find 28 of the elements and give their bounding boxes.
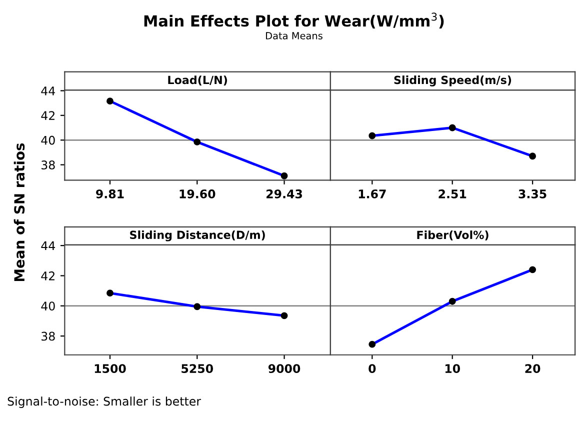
x-tick-label: 20	[525, 364, 540, 374]
chart-title: Sliding Speed(m/s)	[394, 76, 512, 86]
y-tick-label: 38	[42, 332, 55, 341]
x-tick-label: 5250	[182, 364, 213, 374]
x-tick-label: 9.81	[96, 189, 124, 198]
y-tick-label: 40	[41, 302, 55, 311]
x-tick-label: 9000	[268, 364, 300, 374]
y-tick-label: 42	[41, 271, 54, 280]
chart-title: Sliding Distance(D/m)	[130, 230, 265, 242]
x-tick-label: 0	[368, 364, 376, 374]
x-tick-label: 10	[445, 364, 460, 374]
y-tick-label: 38	[42, 160, 55, 170]
chart-title: Load(L/N)	[168, 76, 227, 86]
text: Main Effects Plot for Wear(W/mm$^{3}$)	[144, 12, 444, 28]
x-tick-label: 3.35	[518, 189, 546, 198]
x-tick-label: 19.60	[180, 189, 216, 198]
chart-title: Fiber(Vol%)	[417, 230, 488, 240]
y-tick-label: 40	[41, 136, 55, 145]
text: Mean of SN ratios	[14, 143, 25, 282]
y-tick-label: 44	[41, 241, 55, 250]
text: Data Means	[266, 32, 322, 40]
y-tick-label: 42	[41, 111, 54, 120]
x-tick-label: 2.51	[438, 189, 466, 198]
x-tick-label: 1.67	[358, 189, 386, 198]
text: Signal-to-noise: Smaller is better	[8, 396, 202, 408]
y-tick-label: 44	[41, 86, 55, 96]
x-tick-label: 1500	[94, 364, 126, 374]
x-tick-label: 29.43	[266, 189, 302, 198]
